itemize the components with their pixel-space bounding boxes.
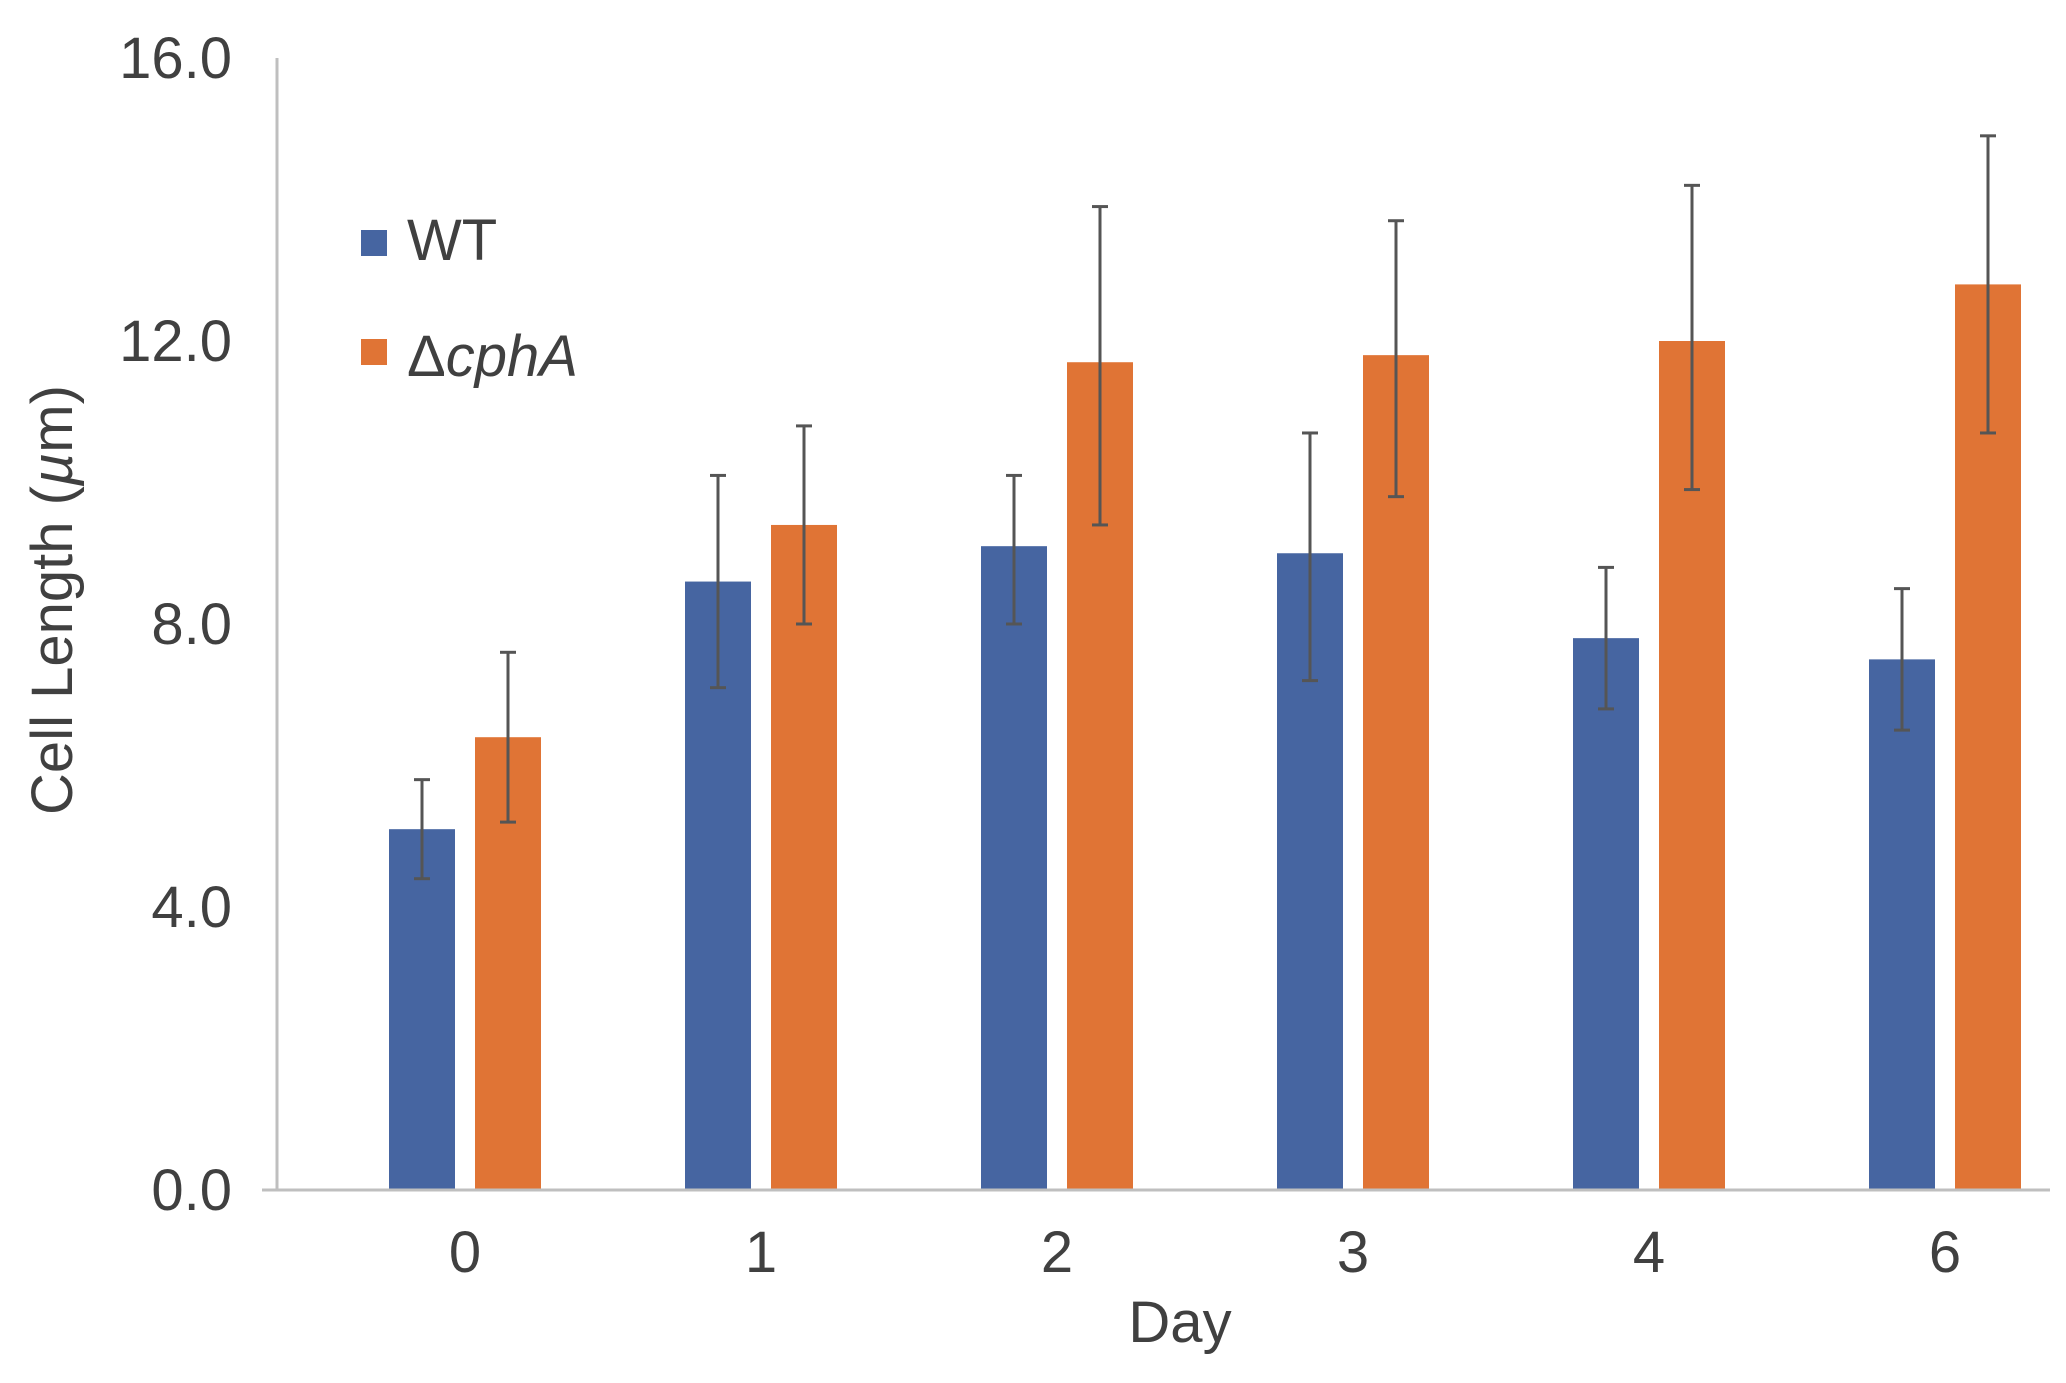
error-bar [1894, 587, 1910, 732]
error-bar [1302, 431, 1318, 683]
error-bar [1388, 219, 1404, 499]
x-tick-label: 1 [745, 1220, 777, 1285]
legend-label-part: WT [407, 208, 497, 273]
y-tick-labels: 0.0 4.0 8.0 12.0 16.0 [119, 26, 232, 1223]
error-bar [710, 473, 726, 690]
legend: WT ΔcphA [361, 208, 578, 389]
y-tick-label: 0.0 [151, 1158, 232, 1223]
y-tick-label: 12.0 [119, 309, 232, 374]
bar [389, 829, 455, 1190]
x-tick-label: 0 [449, 1220, 481, 1285]
legend-item-wt: WT [361, 208, 497, 273]
y-axis-title-part: Cell Length ( [20, 486, 85, 815]
axes [262, 58, 2050, 1192]
x-axis-title: Day [1128, 1290, 1231, 1355]
error-bar [1598, 565, 1614, 711]
bar [1573, 638, 1639, 1190]
plot-area [389, 134, 2021, 1191]
error-bar [1980, 134, 1996, 435]
x-tick-label: 4 [1633, 1220, 1665, 1285]
error-bar [1006, 473, 1022, 626]
x-tick-label: 6 [1929, 1220, 1961, 1285]
x-tick-label: 2 [1041, 1220, 1073, 1285]
y-tick-label: 8.0 [151, 592, 232, 657]
legend-swatch-wt [361, 230, 387, 256]
legend-label-delta: Δ [407, 324, 446, 389]
error-bar [1684, 183, 1700, 492]
legend-swatch-delta-cpha [361, 339, 387, 365]
legend-label-gene: cphA [446, 324, 578, 389]
y-axis-title-part: m) [20, 385, 85, 453]
y-axis-title-mu: µ [20, 453, 85, 487]
error-bar [500, 650, 516, 824]
y-tick-label: 4.0 [151, 875, 232, 940]
bar [771, 524, 837, 1190]
bar [981, 546, 1047, 1190]
y-axis-title: Cell Length (µm) [20, 385, 85, 815]
x-tick-label: 3 [1337, 1220, 1369, 1285]
x-tick-labels: 0 1 2 3 4 6 [449, 1220, 1961, 1285]
error-bar [796, 424, 812, 626]
error-bar [1092, 205, 1108, 527]
legend-label-wt: WT [407, 208, 497, 273]
y-tick-label: 16.0 [119, 26, 232, 91]
error-bar [414, 778, 430, 881]
bar [1955, 284, 2021, 1190]
bar [1869, 659, 1935, 1190]
legend-label-delta-cpha: ΔcphA [407, 324, 578, 389]
legend-item-delta-cpha: ΔcphA [361, 324, 578, 389]
